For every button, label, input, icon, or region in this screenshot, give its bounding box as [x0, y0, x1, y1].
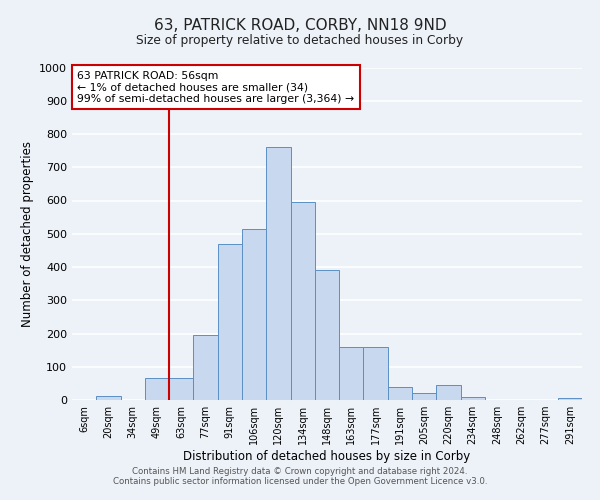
Bar [339, 347, 364, 400]
X-axis label: Distribution of detached houses by size in Corby: Distribution of detached houses by size … [184, 450, 470, 463]
Text: Size of property relative to detached houses in Corby: Size of property relative to detached ho… [136, 34, 464, 47]
Bar [461, 398, 485, 400]
Text: Contains public sector information licensed under the Open Government Licence v3: Contains public sector information licen… [113, 477, 487, 486]
Bar [558, 398, 582, 400]
Bar [242, 229, 266, 400]
Bar [169, 378, 193, 400]
Bar [193, 335, 218, 400]
Bar [145, 378, 169, 400]
Bar [315, 270, 339, 400]
Text: Contains HM Land Registry data © Crown copyright and database right 2024.: Contains HM Land Registry data © Crown c… [132, 467, 468, 476]
Bar [266, 148, 290, 400]
Text: 63 PATRICK ROAD: 56sqm
← 1% of detached houses are smaller (34)
99% of semi-deta: 63 PATRICK ROAD: 56sqm ← 1% of detached … [77, 71, 354, 104]
Y-axis label: Number of detached properties: Number of detached properties [20, 141, 34, 327]
Bar [290, 202, 315, 400]
Text: 63, PATRICK ROAD, CORBY, NN18 9ND: 63, PATRICK ROAD, CORBY, NN18 9ND [154, 18, 446, 32]
Bar [364, 347, 388, 400]
Bar [218, 244, 242, 400]
Bar [96, 396, 121, 400]
Bar [436, 385, 461, 400]
Bar [412, 392, 436, 400]
Bar [388, 386, 412, 400]
